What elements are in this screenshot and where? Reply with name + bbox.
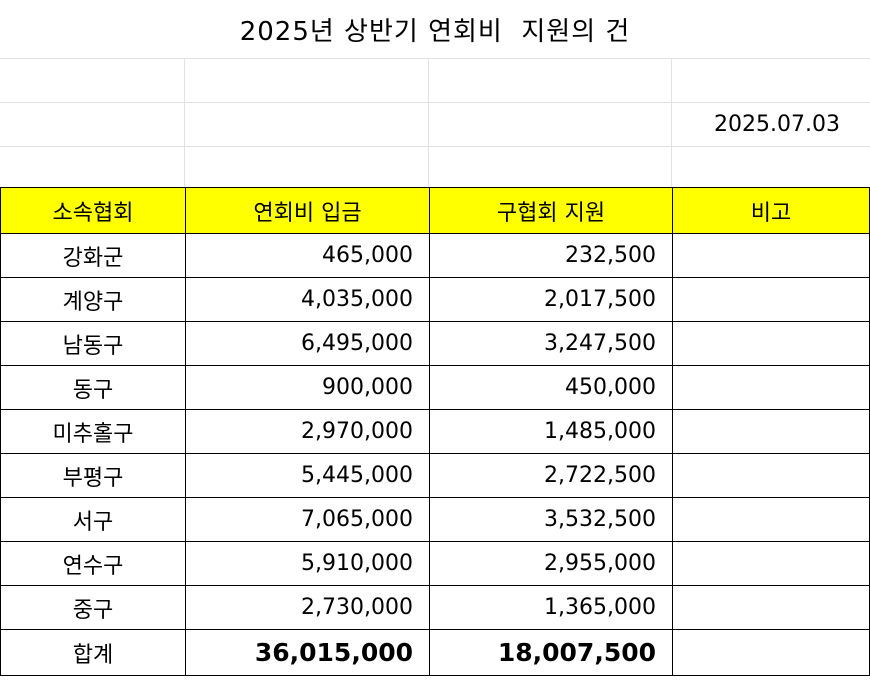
support-table: 소속협회 연회비 입금 구협회 지원 비고 강화군 465,000 232,50… (0, 187, 870, 676)
gridline (0, 146, 870, 147)
support-cell[interactable]: 3,532,500 (429, 497, 673, 542)
association-cell[interactable]: 연수구 (0, 541, 186, 586)
header-dues[interactable]: 연회비 입금 (185, 187, 430, 234)
association-cell[interactable]: 동구 (0, 365, 186, 410)
total-note-cell[interactable] (672, 629, 870, 676)
note-cell[interactable] (672, 497, 870, 542)
total-row: 합계 36,015,000 18,007,500 (0, 629, 870, 676)
association-cell[interactable]: 서구 (0, 497, 186, 542)
note-cell[interactable] (672, 585, 870, 630)
table-row: 동구 900,000 450,000 (0, 365, 870, 410)
note-cell[interactable] (672, 409, 870, 454)
total-support-cell[interactable]: 18,007,500 (429, 629, 673, 676)
support-cell[interactable]: 450,000 (429, 365, 673, 410)
gridline (184, 58, 185, 188)
table-row: 서구 7,065,000 3,532,500 (0, 497, 870, 542)
total-label-cell[interactable]: 합계 (0, 629, 186, 676)
support-cell[interactable]: 3,247,500 (429, 321, 673, 366)
dues-cell[interactable]: 6,495,000 (185, 321, 430, 366)
document-date: 2025.07.03 (714, 111, 840, 137)
table-row: 강화군 465,000 232,500 (0, 233, 870, 278)
header-association[interactable]: 소속협회 (0, 187, 186, 234)
header-note[interactable]: 비고 (672, 187, 870, 234)
table-row: 계양구 4,035,000 2,017,500 (0, 277, 870, 322)
note-cell[interactable] (672, 365, 870, 410)
support-cell[interactable]: 1,485,000 (429, 409, 673, 454)
dues-cell[interactable]: 7,065,000 (185, 497, 430, 542)
dues-cell[interactable]: 2,970,000 (185, 409, 430, 454)
note-cell[interactable] (672, 233, 870, 278)
gridline (0, 58, 870, 59)
support-cell[interactable]: 2,955,000 (429, 541, 673, 586)
dues-cell[interactable]: 2,730,000 (185, 585, 430, 630)
note-cell[interactable] (672, 277, 870, 322)
table-row: 연수구 5,910,000 2,955,000 (0, 541, 870, 586)
table-row: 남동구 6,495,000 3,247,500 (0, 321, 870, 366)
gridline (671, 58, 672, 188)
document-title: 2025년 상반기 연회비 지원의 건 (239, 16, 631, 47)
table-row: 중구 2,730,000 1,365,000 (0, 585, 870, 630)
dues-cell[interactable]: 5,910,000 (185, 541, 430, 586)
table-row: 미추홀구 2,970,000 1,485,000 (0, 409, 870, 454)
dues-cell[interactable]: 4,035,000 (185, 277, 430, 322)
gridline (0, 102, 870, 103)
dues-cell[interactable]: 465,000 (185, 233, 430, 278)
total-dues-cell[interactable]: 36,015,000 (185, 629, 430, 676)
dues-cell[interactable]: 900,000 (185, 365, 430, 410)
header-support[interactable]: 구협회 지원 (429, 187, 673, 234)
association-cell[interactable]: 계양구 (0, 277, 186, 322)
support-cell[interactable]: 1,365,000 (429, 585, 673, 630)
association-cell[interactable]: 중구 (0, 585, 186, 630)
dues-cell[interactable]: 5,445,000 (185, 453, 430, 498)
association-cell[interactable]: 미추홀구 (0, 409, 186, 454)
table-row: 부평구 5,445,000 2,722,500 (0, 453, 870, 498)
association-cell[interactable]: 강화군 (0, 233, 186, 278)
header-row: 소속협회 연회비 입금 구협회 지원 비고 (0, 187, 870, 234)
association-cell[interactable]: 부평구 (0, 453, 186, 498)
support-cell[interactable]: 2,017,500 (429, 277, 673, 322)
note-cell[interactable] (672, 541, 870, 586)
support-cell[interactable]: 232,500 (429, 233, 673, 278)
note-cell[interactable] (672, 321, 870, 366)
note-cell[interactable] (672, 453, 870, 498)
association-cell[interactable]: 남동구 (0, 321, 186, 366)
gridline (428, 58, 429, 188)
support-cell[interactable]: 2,722,500 (429, 453, 673, 498)
